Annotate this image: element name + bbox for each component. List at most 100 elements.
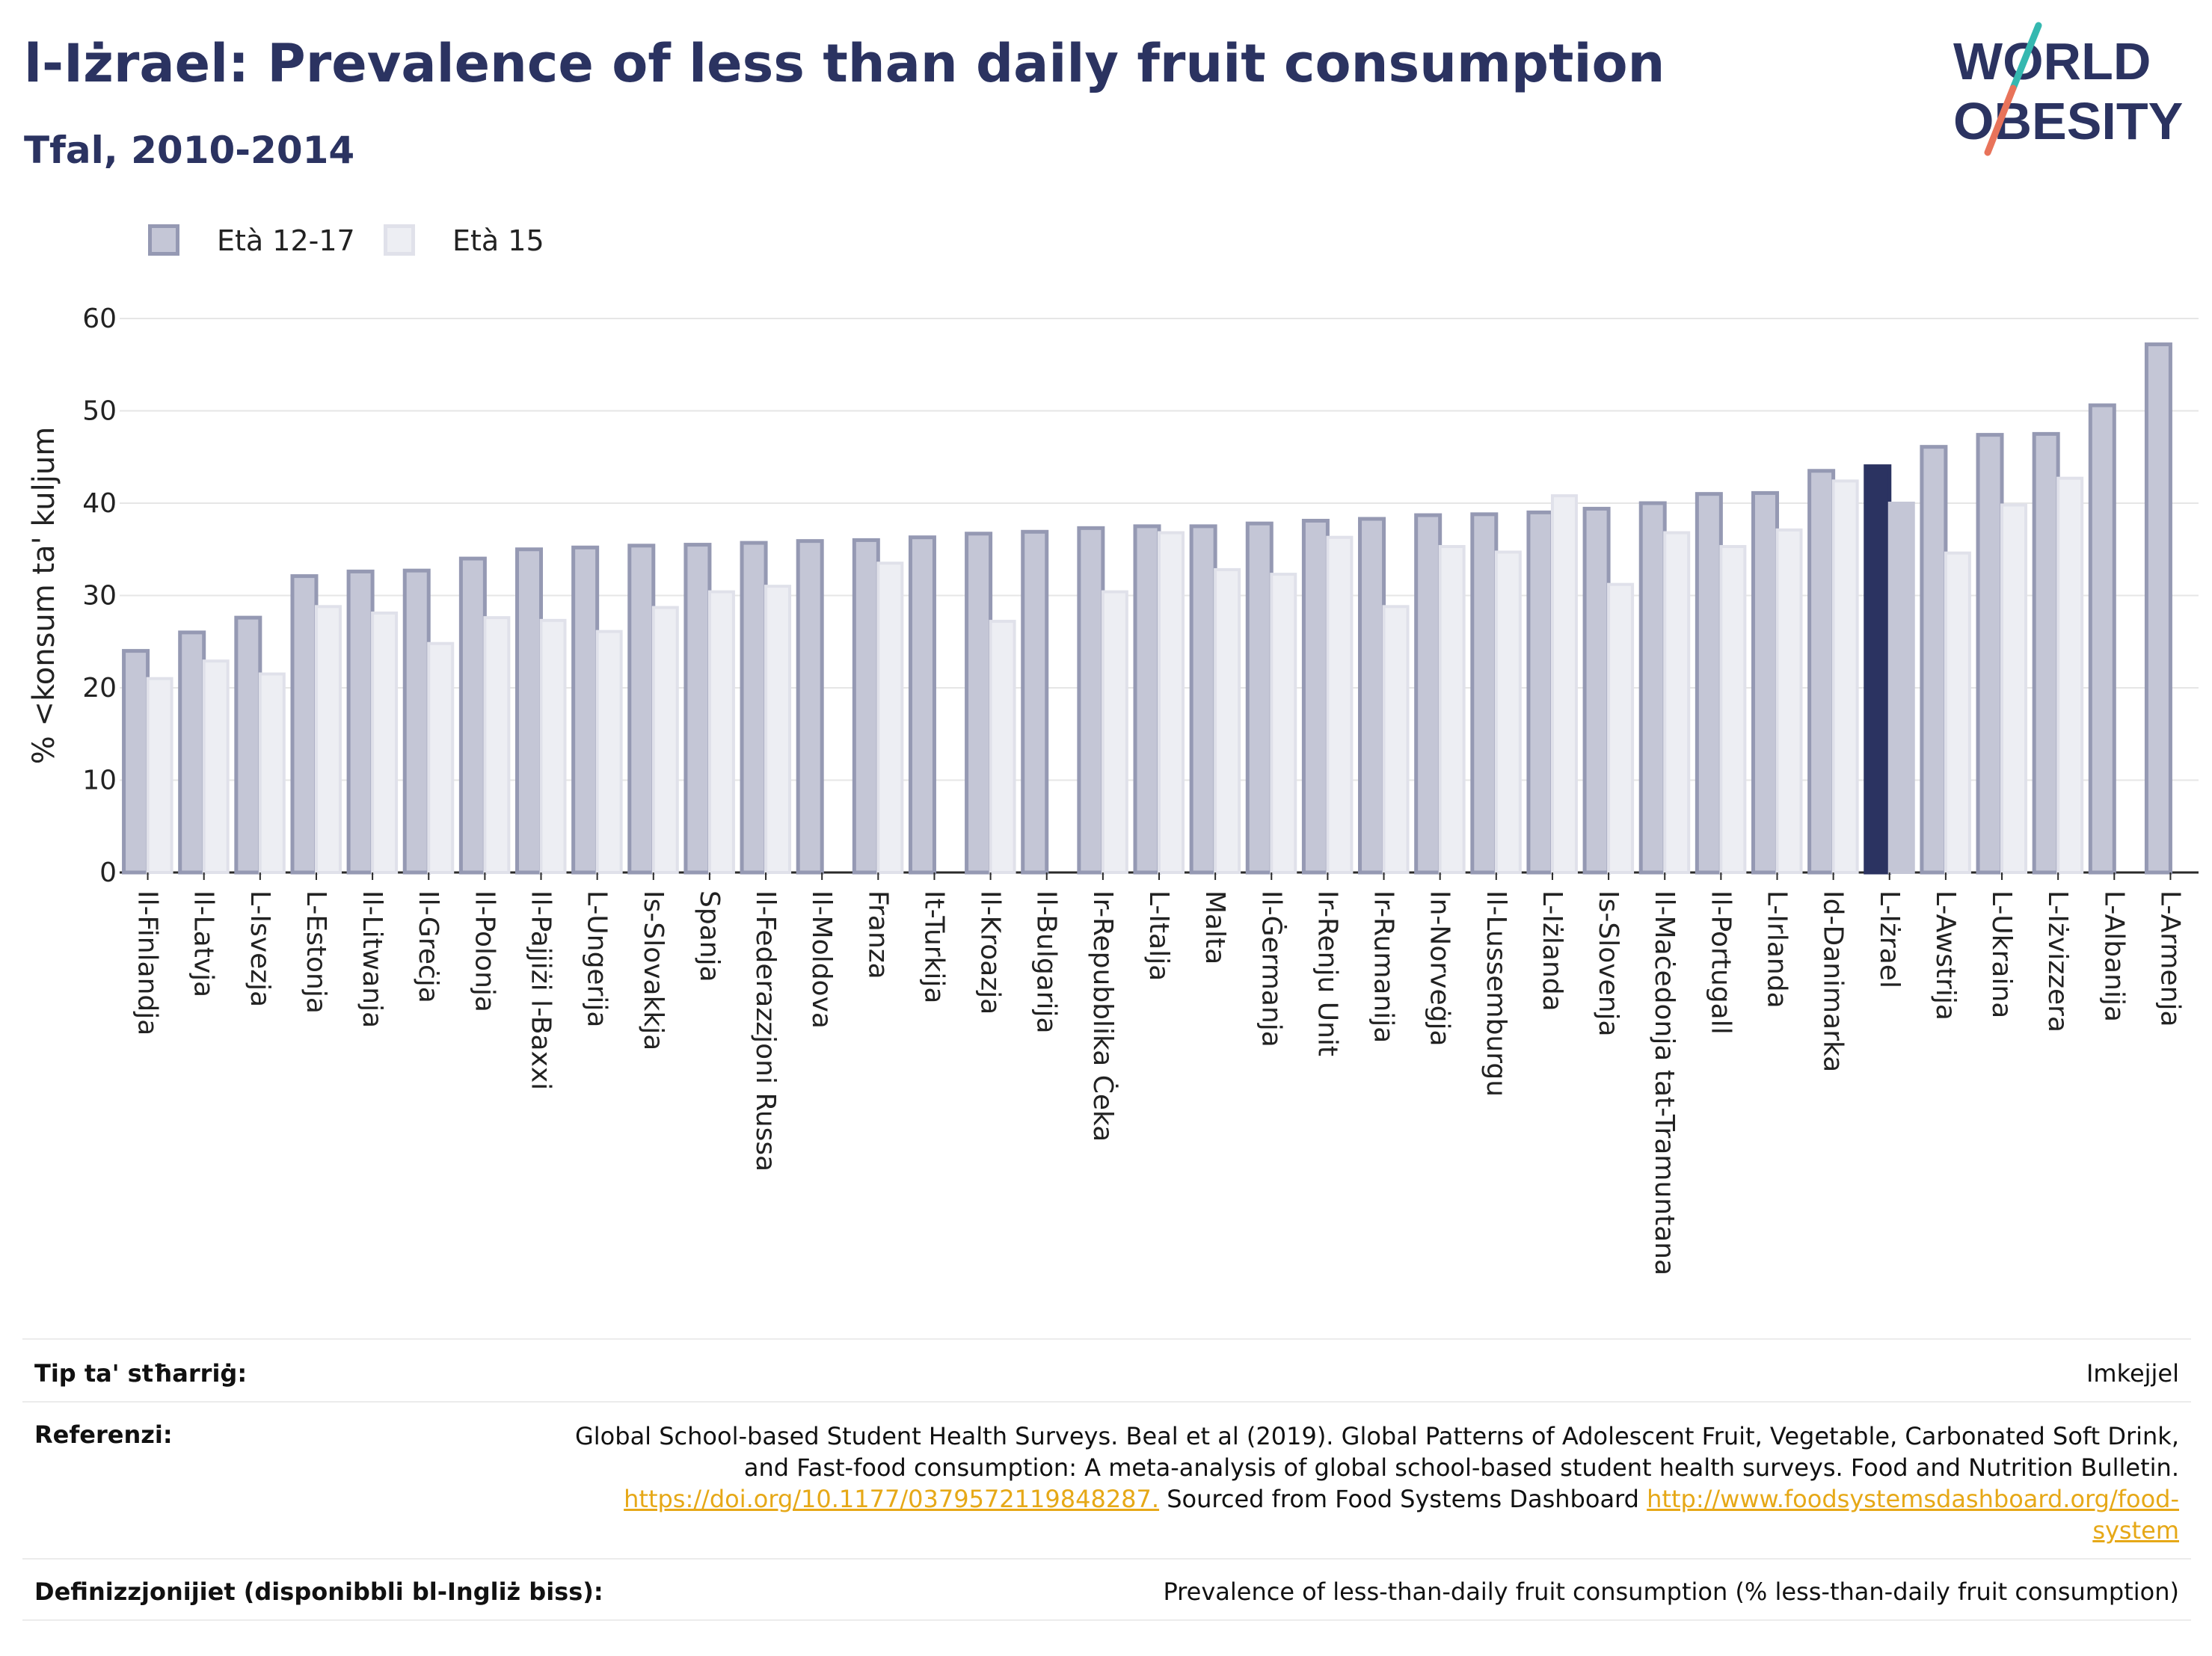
- bar-series-2: [1775, 528, 1803, 874]
- definitions-label: Definizzjonijiet (disponibbli bl-Ingliż …: [34, 1577, 603, 1606]
- y-tick-label: 10: [82, 766, 117, 796]
- legend-label-series-2: Età 15: [452, 224, 544, 257]
- bar-series-2: [989, 620, 1016, 874]
- y-axis-title: % <konsum ta' kuljum: [27, 427, 61, 764]
- bar-series-1: [178, 630, 206, 875]
- bar-series-1: [1526, 510, 1555, 875]
- bar-series-1: [1358, 517, 1386, 875]
- bar-series-1: [290, 574, 319, 875]
- bar-series-2: [1831, 479, 1859, 874]
- x-tick-label: Is-Slovakkja: [638, 890, 669, 1050]
- bar-series-2: [427, 641, 455, 874]
- x-tick-label: Il-Portugall: [1705, 890, 1736, 1035]
- bar-series-1: [122, 649, 150, 875]
- bar-series-1: [1638, 501, 1667, 875]
- source-type-label: Tip ta' stħarriġ:: [34, 1359, 248, 1388]
- bar-series-1: [1920, 445, 1948, 875]
- bar-series-1: [965, 532, 993, 875]
- bar-series-1: [1751, 490, 1779, 875]
- bar-series-1: [2088, 403, 2116, 875]
- x-tick-label: Spanja: [694, 890, 725, 982]
- x-tick-label: Il-Polonja: [469, 890, 500, 1012]
- bar-series-1: [627, 544, 656, 875]
- bar-series-2: [1887, 502, 1915, 874]
- bar-series-2: [1101, 590, 1128, 874]
- bar-series-2: [876, 561, 904, 874]
- definitions-value: Prevalence of less-than-daily fruit cons…: [1163, 1577, 2179, 1606]
- references-label: Referenzi:: [34, 1420, 173, 1449]
- x-tick-label: Il-Pajjiżi l-Baxxi: [526, 890, 556, 1090]
- bar-series-1: [683, 543, 712, 875]
- y-tick-label: 60: [82, 304, 117, 334]
- dashboard-link-cont[interactable]: system: [2092, 1516, 2179, 1545]
- bar-series-2: [539, 618, 567, 874]
- x-tick-label: Il-Finlandja: [132, 890, 163, 1035]
- bar-series-2: [764, 585, 792, 874]
- doi-link[interactable]: https://doi.org/10.1177/0379572119848287…: [624, 1485, 1160, 1513]
- dashboard-link[interactable]: http://www.foodsystemsdashboard.org/food…: [1647, 1485, 2179, 1513]
- bar-series-2: [1494, 550, 1522, 874]
- y-tick-label: 40: [82, 488, 117, 519]
- bar-series-2: [1550, 494, 1578, 874]
- bar-series-2: [1158, 531, 1185, 874]
- x-tick-label: L-Iżrael: [1874, 890, 1905, 988]
- bar-series-1: [458, 556, 487, 875]
- y-tick-label: 20: [82, 673, 117, 704]
- footer-divider: [22, 1401, 2191, 1403]
- world-obesity-logo: WORLD OBESITY: [1953, 22, 2183, 156]
- x-tick-label: L-Iżlanda: [1537, 890, 1567, 1012]
- x-tick-label: L-Iżvizzera: [2042, 890, 2073, 1032]
- x-tick-label: L-Armenja: [2154, 890, 2185, 1027]
- logo-line2: OBESITY: [1953, 92, 2183, 150]
- footer-divider: [22, 1558, 2191, 1560]
- bar-series-2: [1607, 582, 1635, 874]
- bar-series-1: [346, 569, 375, 875]
- footer-row-source-type: Tip ta' stħarriġ: Imkejjel: [22, 1359, 2191, 1392]
- bar-series-1: [1021, 529, 1049, 875]
- bar-series-2: [258, 672, 286, 874]
- x-tick-label: Malta: [1199, 890, 1230, 964]
- bar-series-2: [1719, 545, 1747, 874]
- x-tick-label: In-Norveġja: [1425, 890, 1455, 1047]
- footer-row-references: Referenzi: Global School-based Student H…: [22, 1420, 2191, 1552]
- x-tick-label: Ir-Repubblika Ċeka: [1087, 890, 1119, 1142]
- bar-series-1: [1582, 506, 1611, 875]
- bar-series-2: [1944, 551, 1971, 874]
- x-tick-label: It-Turkija: [918, 890, 949, 1003]
- bar-series-2: [2056, 476, 2084, 874]
- footer-row-definitions: Definizzjonijiet (disponibbli bl-Ingliż …: [22, 1577, 2191, 1610]
- bar-series-1: [1976, 433, 2004, 875]
- x-tick-label: Il-Latvja: [188, 890, 219, 997]
- x-tick-label: Il-Greċja: [413, 890, 443, 1003]
- bar-series-1: [234, 615, 262, 875]
- bar-series-2: [314, 605, 342, 874]
- bar-series-2: [483, 616, 511, 874]
- x-tick-label: L-Awstrija: [1930, 890, 1961, 1021]
- y-tick-label: 50: [82, 396, 117, 427]
- bar-series-2: [1270, 573, 1297, 874]
- references-line-1: Global School-based Student Health Surve…: [574, 1422, 2179, 1450]
- bar-series-1: [1864, 464, 1892, 875]
- bar-series-1: [740, 541, 768, 875]
- bar-series-1: [1133, 524, 1161, 875]
- bar-series-1: [1695, 492, 1723, 875]
- bar-series-1: [402, 568, 431, 875]
- chart-title: l-Iżrael: Prevalence of less than daily …: [24, 33, 1665, 94]
- bar-series-1: [1470, 512, 1499, 875]
- bar-series-1: [571, 545, 600, 875]
- x-tick-label: Il-Bulgarija: [1031, 890, 1062, 1034]
- source-type-value: Imkejjel: [2086, 1359, 2179, 1388]
- x-tick-label: Il-Moldova: [806, 890, 837, 1029]
- x-tick-label: L-Ungerija: [582, 890, 612, 1027]
- legend-swatch-series-1: [148, 224, 179, 256]
- references-value: Global School-based Student Health Surve…: [575, 1420, 2179, 1546]
- bar-series-2: [1663, 531, 1691, 874]
- references-line-3: https://doi.org/10.1177/0379572119848287…: [575, 1483, 2179, 1515]
- bar-series-1: [515, 547, 544, 875]
- bar-series-2: [651, 606, 679, 874]
- chart-subtitle: Tfal, 2010-2014: [24, 129, 355, 172]
- x-tick-label: Il-Maċedonja tat-Tramuntana: [1649, 890, 1680, 1275]
- x-tick-label: L-Isvezja: [245, 890, 275, 1007]
- bar-series-2: [707, 590, 735, 874]
- bar-series-2: [146, 677, 173, 875]
